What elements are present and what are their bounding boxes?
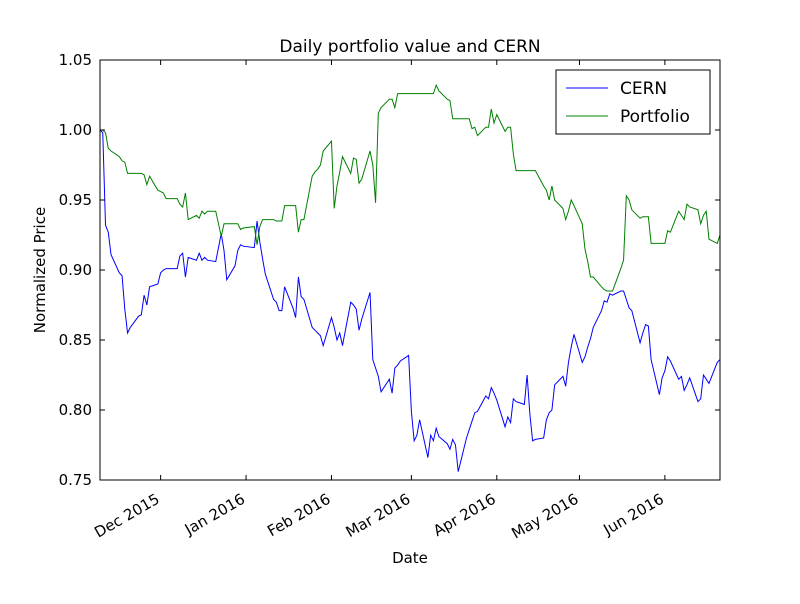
y-tick-label: 0.75 (59, 471, 92, 489)
y-axis-label: Normalized Price (31, 207, 49, 333)
y-tick-label: 0.80 (59, 401, 92, 419)
series-line-cern (100, 129, 720, 472)
series-line-portfolio (100, 83, 720, 292)
y-tick-label: 0.85 (59, 331, 92, 349)
legend-label-portfolio: Portfolio (620, 107, 690, 127)
legend: CERN Portfolio (555, 69, 711, 135)
x-axis-label: Date (392, 549, 428, 567)
plot-area (100, 83, 720, 472)
y-tick-label: 1.00 (59, 121, 92, 139)
y-tick-label: 1.05 (59, 51, 92, 69)
y-tick-label: 0.95 (59, 191, 92, 209)
y-tick-label: 0.90 (59, 261, 92, 279)
legend-box (555, 69, 711, 135)
chart-title: Daily portfolio value and CERN (279, 37, 540, 57)
legend-label-cern: CERN (620, 79, 667, 99)
